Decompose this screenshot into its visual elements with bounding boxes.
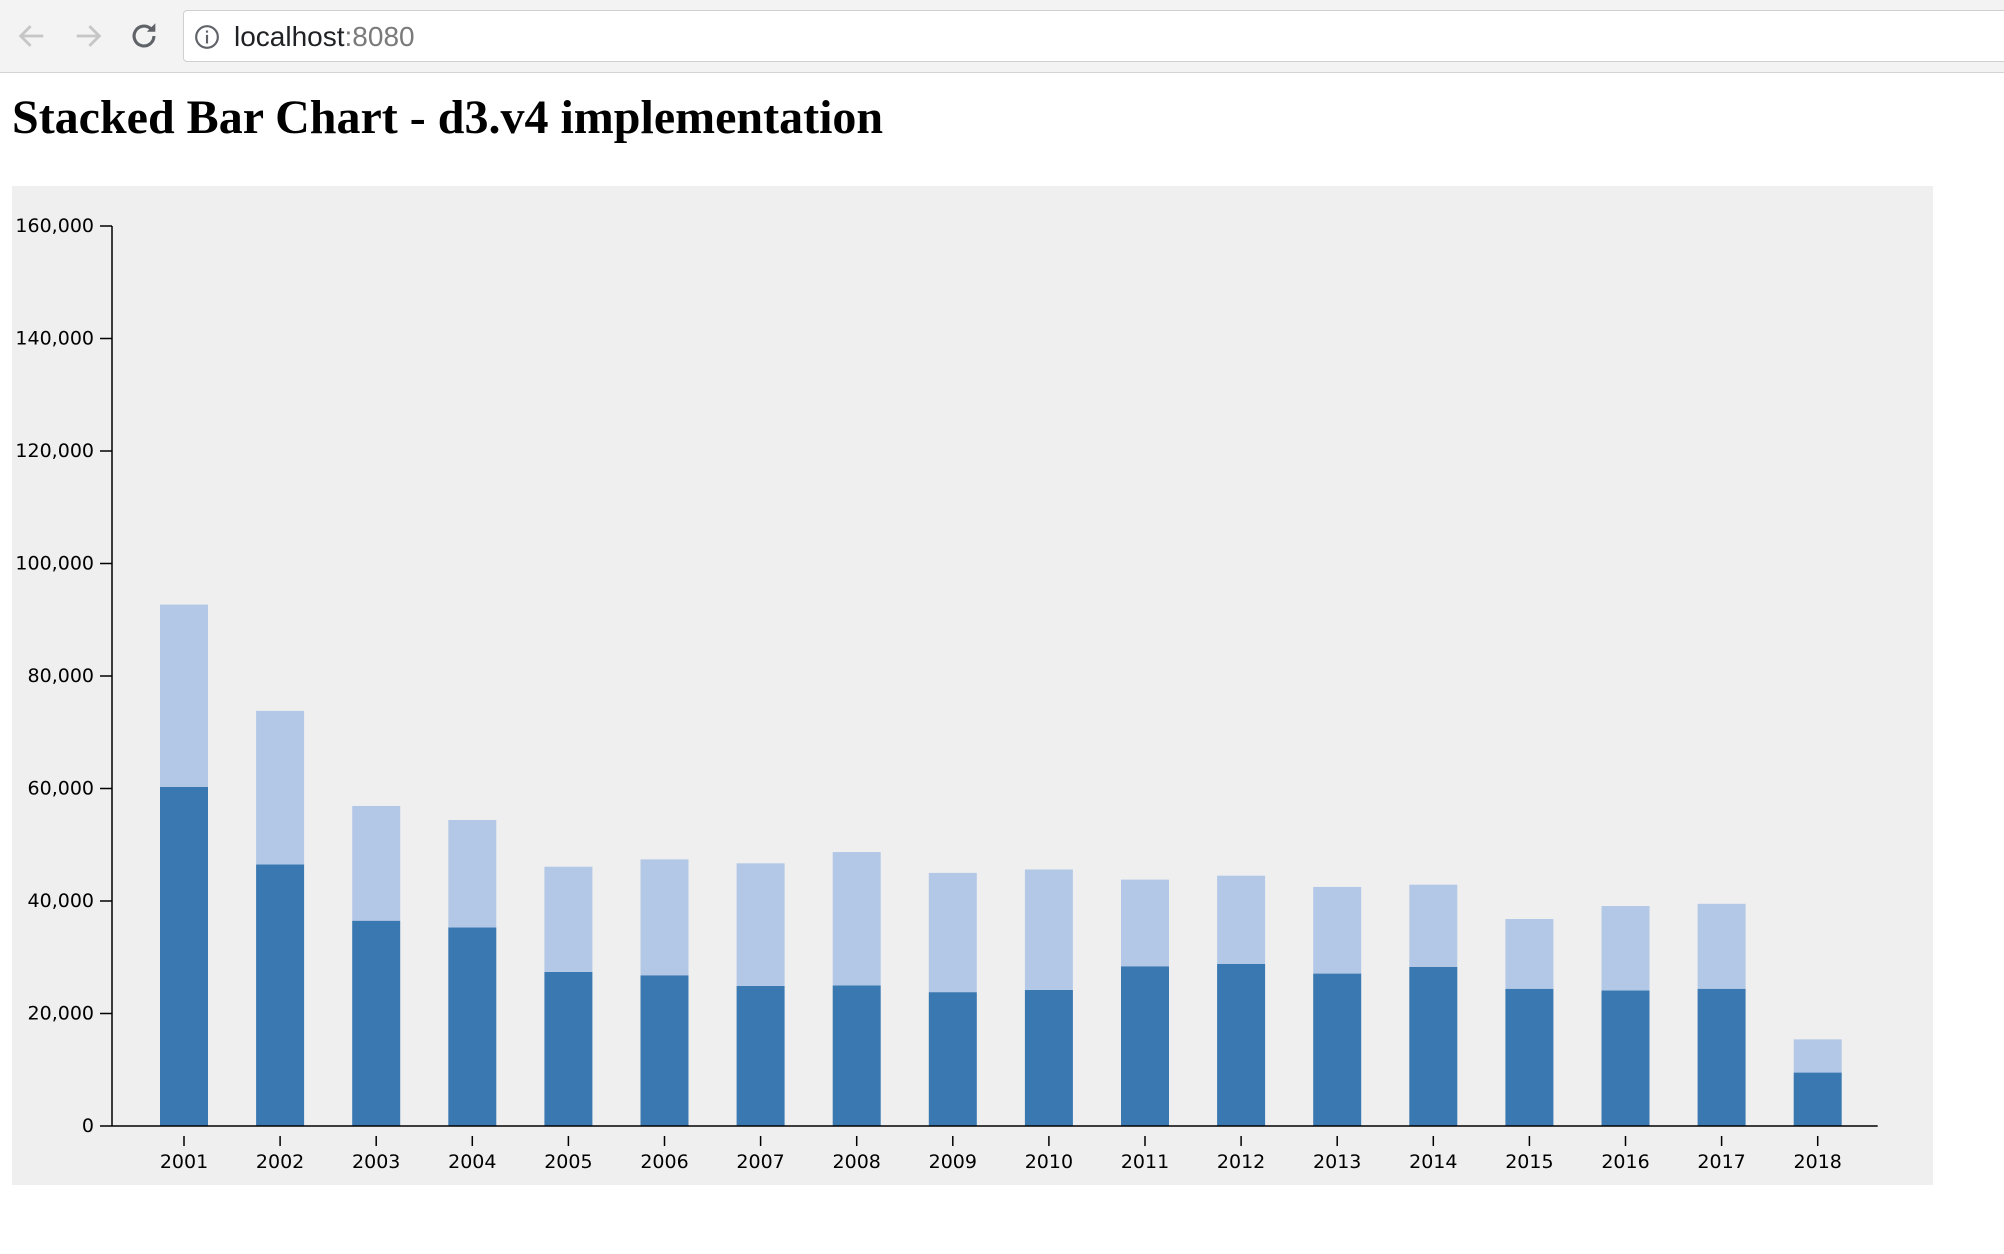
arrow-left-icon (18, 25, 44, 47)
x-tick-label-2017: 2017 (1697, 1151, 1745, 1173)
bar-2004-segment-2 (448, 820, 497, 928)
bar-2016-segment-1 (1601, 990, 1650, 1126)
y-tick-label-2: 40,000 (28, 890, 94, 912)
bar-2018-segment-1 (1793, 1072, 1842, 1126)
bar-2015-segment-2 (1505, 919, 1554, 989)
stacked-bar-chart: 0 20,000 40,000 60,000 80,000 100,000 120,000 1… (12, 186, 1933, 1185)
chart-container: 0 20,000 40,000 60,000 80,000 100,000 120,000 1… (12, 186, 1933, 1185)
x-tick-label-2018: 2018 (1794, 1151, 1842, 1173)
bar-2007-segment-1 (736, 985, 785, 1126)
bar-2017-segment-1 (1697, 988, 1746, 1126)
y-tick-label-0: 0 (82, 1115, 94, 1137)
url-text[interactable]: localhost:8080 (234, 21, 415, 53)
x-tick-label-2006: 2006 (640, 1151, 688, 1173)
browser-toolbar: localhost:8080 (0, 0, 2004, 73)
bar-2005-segment-2 (544, 866, 593, 972)
back-button[interactable] (10, 14, 54, 58)
x-tick-label-2015: 2015 (1505, 1151, 1553, 1173)
x-tick-label-2010: 2010 (1025, 1151, 1073, 1173)
x-tick-label-2003: 2003 (352, 1151, 400, 1173)
bar-2008-segment-2 (832, 852, 881, 986)
x-tick-label-2001: 2001 (160, 1151, 208, 1173)
y-tick-label-3: 60,000 (28, 778, 94, 800)
bar-2012-segment-2 (1217, 875, 1266, 964)
bar-2001-segment-2 (160, 604, 208, 787)
y-tick-label-5: 100,000 (15, 553, 94, 575)
bar-2011-segment-1 (1121, 966, 1169, 1126)
bar-2002-segment-1 (256, 864, 305, 1126)
reload-button[interactable] (122, 14, 166, 58)
bar-2009-segment-2 (928, 872, 977, 993)
bar-2010-segment-1 (1024, 989, 1073, 1127)
bar-2016-segment-2 (1601, 906, 1650, 991)
reload-icon (132, 23, 156, 48)
bar-2008-segment-1 (832, 985, 881, 1127)
x-tick-label-2009: 2009 (929, 1151, 977, 1173)
url-host: localhost (234, 21, 345, 52)
bar-2017-segment-2 (1697, 903, 1746, 989)
page-title: Stacked Bar Chart - d3.v4 implementation (12, 91, 884, 144)
bar-2011-segment-2 (1121, 879, 1169, 967)
bar-2014-segment-2 (1409, 884, 1458, 967)
x-tick-label-2014: 2014 (1409, 1151, 1457, 1173)
bar-2009-segment-1 (928, 992, 977, 1127)
bar-2006-segment-2 (640, 859, 689, 976)
x-tick-label-2016: 2016 (1601, 1151, 1649, 1173)
bar-2004-segment-1 (448, 927, 497, 1126)
x-tick-label-2004: 2004 (448, 1151, 496, 1173)
address-bar[interactable]: localhost:8080 (183, 10, 2004, 62)
y-tick-label-7: 140,000 (15, 328, 94, 350)
x-tick-label-2002: 2002 (256, 1151, 304, 1173)
bar-2013-segment-1 (1313, 973, 1362, 1126)
y-tick-label-1: 20,000 (28, 1003, 94, 1025)
url-port: :8080 (344, 21, 415, 52)
arrow-right-icon (76, 25, 102, 47)
bar-2003-segment-2 (352, 805, 401, 921)
bar-2015-segment-1 (1505, 988, 1554, 1126)
x-tick-label-2008: 2008 (833, 1151, 881, 1173)
y-tick-label-6: 120,000 (15, 440, 94, 462)
bar-2018-segment-2 (1793, 1039, 1842, 1073)
bar-2012-segment-1 (1217, 964, 1266, 1126)
bar-2013-segment-2 (1313, 886, 1362, 974)
x-tick-label-2013: 2013 (1313, 1151, 1361, 1173)
x-tick-label-2005: 2005 (544, 1151, 592, 1173)
bar-2007-segment-2 (736, 863, 785, 986)
x-tick-label-2012: 2012 (1217, 1151, 1265, 1173)
x-tick-label-2007: 2007 (736, 1151, 784, 1173)
x-tick-label-2011: 2011 (1121, 1151, 1169, 1173)
bar-2002-segment-2 (256, 710, 305, 865)
bar-2005-segment-1 (544, 971, 593, 1127)
bar-2003-segment-1 (352, 920, 401, 1126)
info-circle-icon[interactable] (194, 24, 220, 50)
bar-2006-segment-1 (640, 975, 689, 1126)
bar-2010-segment-2 (1024, 869, 1073, 990)
y-tick-label-8: 160,000 (15, 215, 94, 237)
forward-button[interactable] (66, 14, 110, 58)
bar-2014-segment-1 (1409, 966, 1458, 1126)
y-tick-label-4: 80,000 (28, 665, 94, 687)
bar-2001-segment-1 (160, 786, 208, 1126)
